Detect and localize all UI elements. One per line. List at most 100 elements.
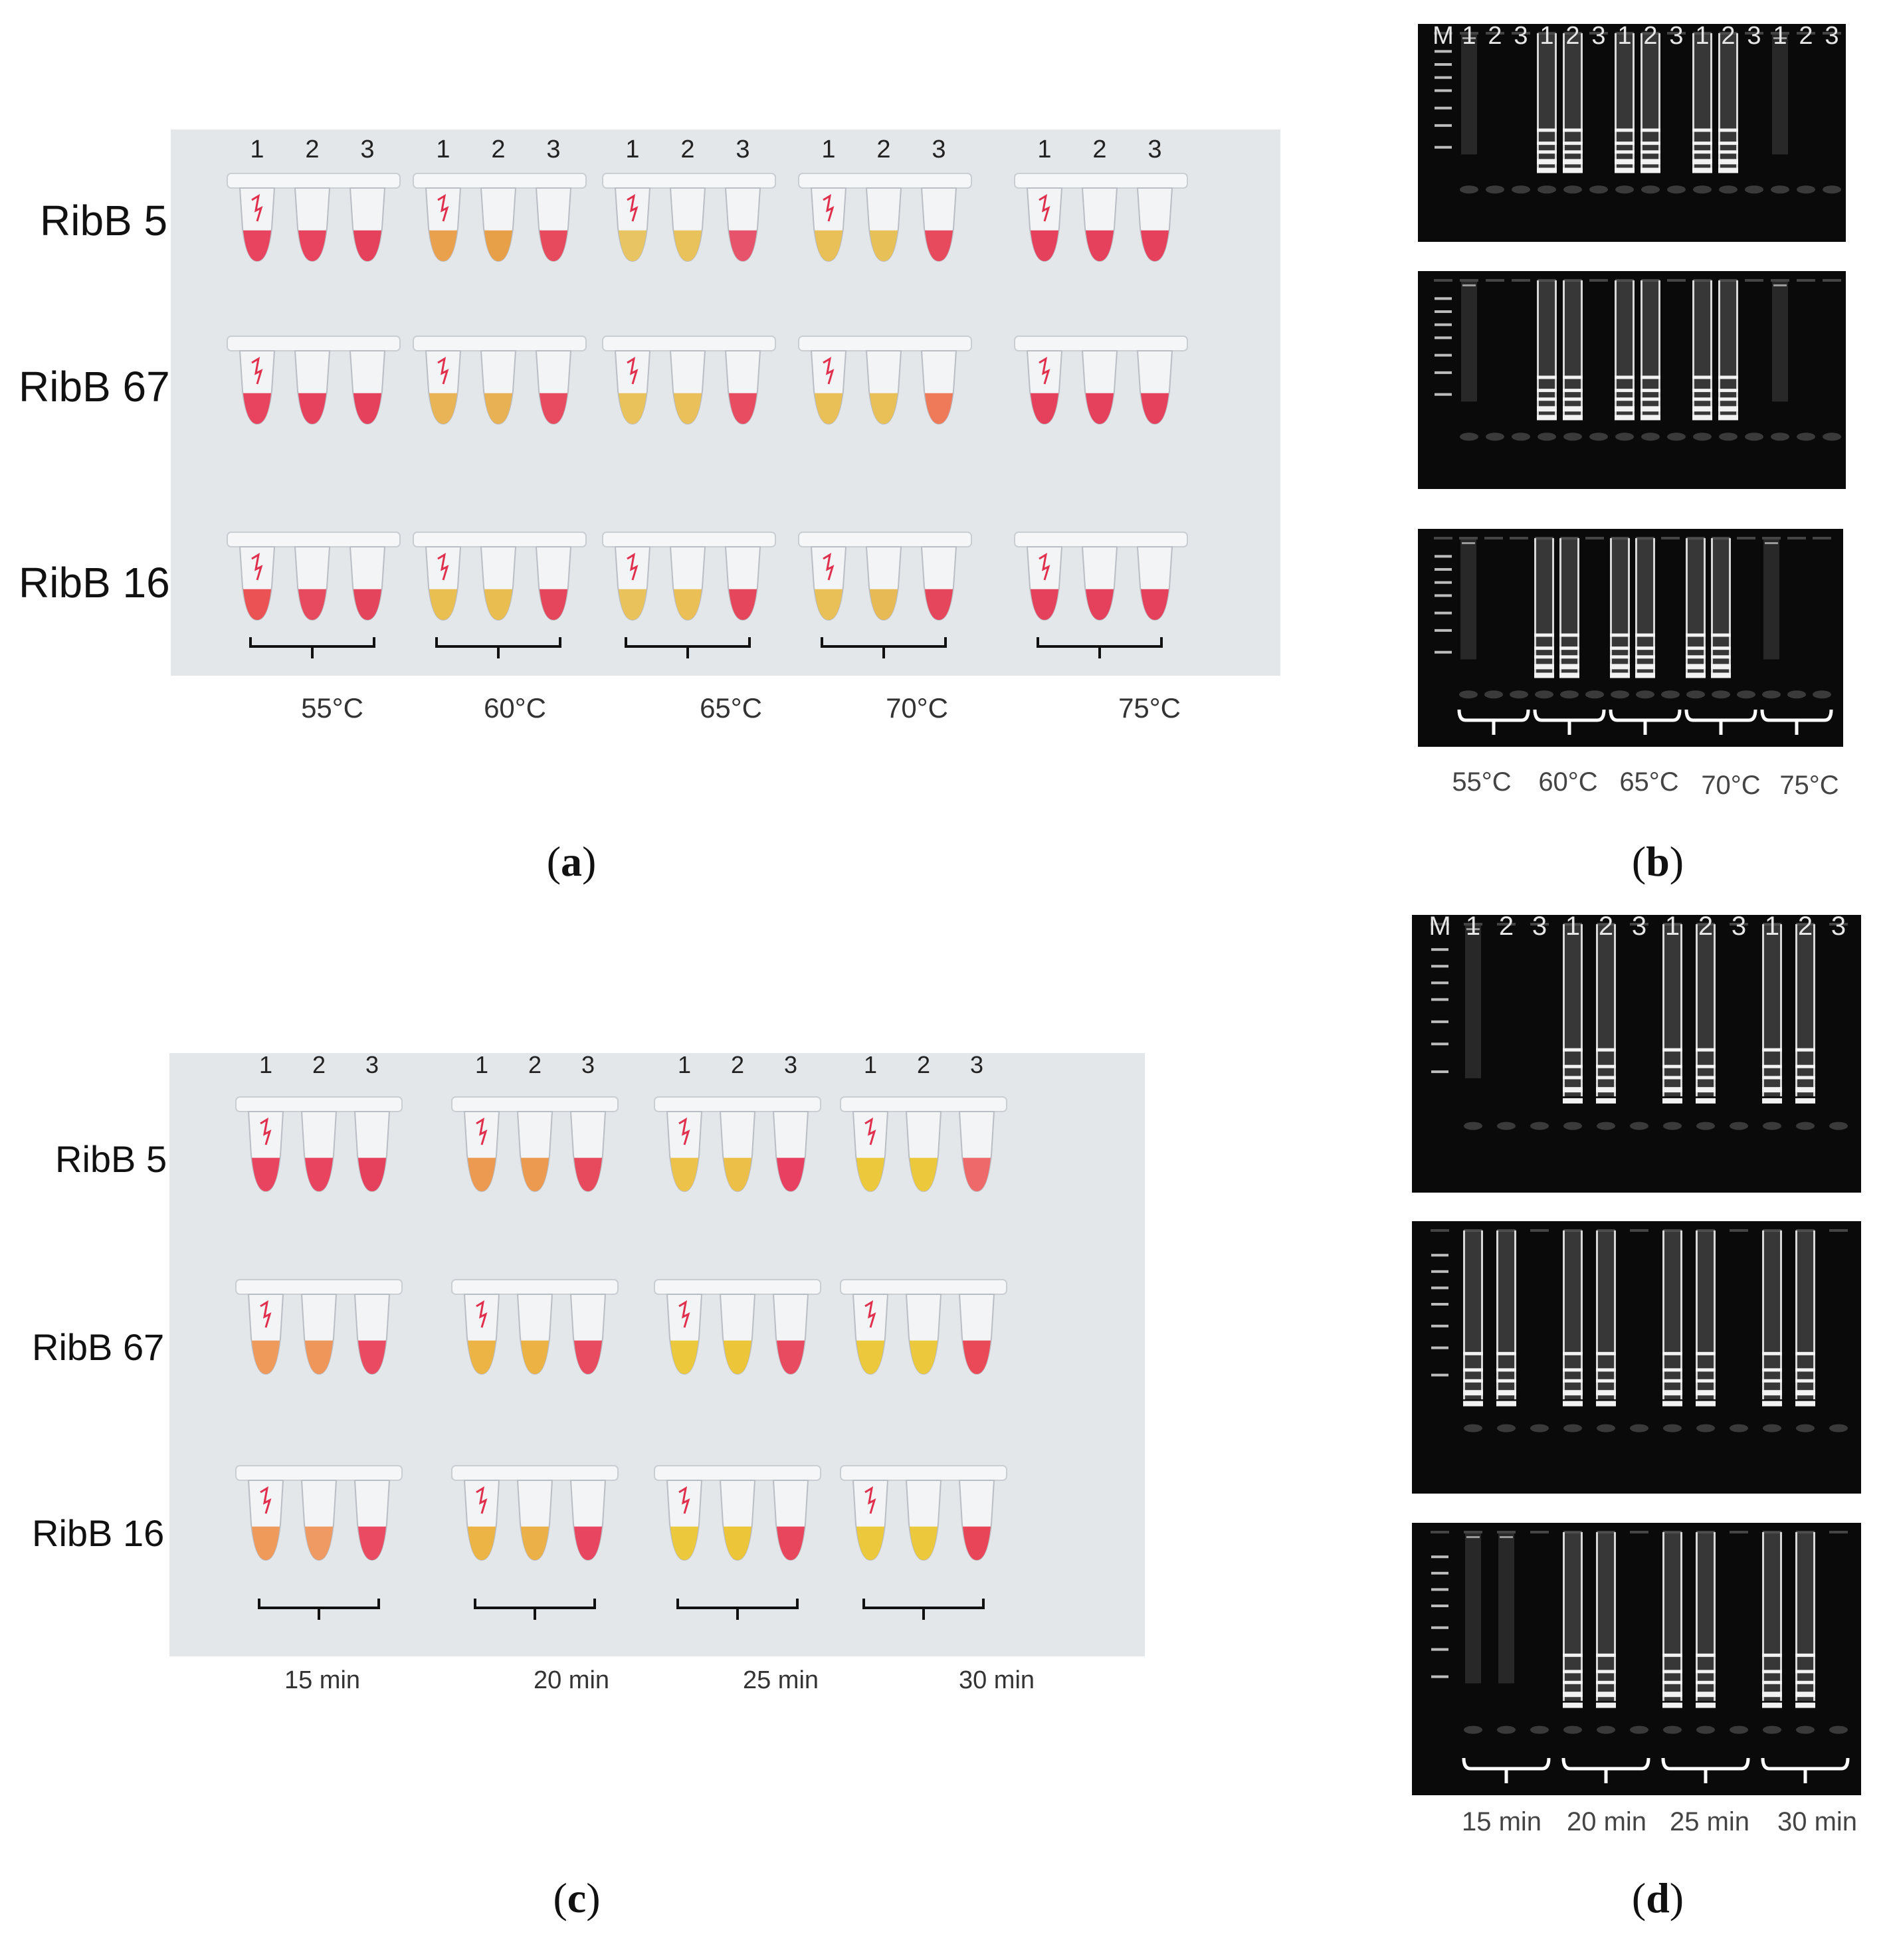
panel-a-condition-3: 65°C (700, 692, 762, 724)
tube-liquid (298, 393, 326, 424)
lamp-smear (1463, 1230, 1483, 1400)
tube-liquid (856, 1340, 884, 1374)
lamp-band (1563, 1692, 1583, 1698)
lamp-band (1711, 655, 1731, 659)
primer-dimer (1512, 185, 1530, 194)
lamp-band (1596, 1390, 1616, 1396)
lane-number: 1 (1037, 136, 1051, 163)
panel-d-condition-3: 25 min (1669, 1807, 1750, 1836)
gel-well (1797, 279, 1815, 282)
gel-well (1486, 279, 1504, 282)
gel-well (1512, 32, 1530, 35)
condition-bracket (821, 637, 947, 658)
ladder-band (1431, 1324, 1448, 1327)
lane-edge (1795, 924, 1797, 1097)
gel-lane-number: 1 (1462, 24, 1476, 50)
lamp-smear (1795, 924, 1815, 1097)
ladder-band (1431, 1588, 1448, 1591)
lane-edge (1596, 924, 1598, 1097)
tube-liquid (243, 589, 271, 620)
lane-edge (1555, 33, 1557, 169)
tube-strip-cap (1014, 532, 1188, 547)
lamp-smear (1711, 538, 1731, 674)
primer-dimer (1464, 1424, 1482, 1432)
lamp-band (1718, 375, 1738, 379)
lamp-band (1762, 1702, 1782, 1708)
primer-dimer (1667, 185, 1686, 194)
primer-dimer (1538, 185, 1556, 194)
lamp-band (1686, 633, 1706, 637)
ladder-band (1435, 89, 1452, 92)
tube-strip-cap (227, 336, 401, 351)
tube-handwriting (627, 357, 639, 385)
gel-bracket (1609, 709, 1682, 735)
lamp-band (1692, 389, 1712, 393)
lane-edge (1813, 1230, 1815, 1400)
gel-lane-number: 3 (1732, 915, 1746, 941)
gel-well (1787, 537, 1806, 539)
lamp-band (1718, 167, 1738, 173)
gel-well (1434, 279, 1452, 282)
panel-d-condition-1: 15 min (1461, 1807, 1542, 1836)
lamp-band (1559, 672, 1579, 678)
tube-liquid (815, 393, 843, 424)
gel-well (1434, 32, 1452, 35)
weak-smear (1763, 539, 1779, 660)
lamp-band (1563, 1653, 1583, 1657)
panel-c-condition-2: 20 min (533, 1666, 610, 1694)
panel-a-row-label-3: RibB 16 (19, 559, 170, 607)
tube-strip-cap (451, 1465, 619, 1481)
lamp-band (1662, 1692, 1682, 1698)
panel-c-row-label-2: RibB 67 (32, 1326, 165, 1368)
lamp-band (1537, 159, 1557, 165)
lane-edge (1795, 1230, 1797, 1400)
tube-liquid (1086, 393, 1114, 424)
ladder-band (1435, 629, 1452, 632)
gel-lane-number: 2 (1799, 24, 1813, 50)
lamp-band (1537, 128, 1557, 132)
lamp-band (1696, 1692, 1716, 1698)
lamp-band (1686, 646, 1706, 650)
lane-edge (1496, 1230, 1498, 1400)
ladder-band (1431, 965, 1448, 968)
lane-edge (1813, 1532, 1815, 1702)
gel-well (1530, 923, 1549, 926)
panel-d-condition-2: 20 min (1566, 1807, 1647, 1836)
lamp-band (1662, 1368, 1682, 1372)
panel-a-condition-2: 60°C (484, 692, 546, 724)
weak-smear (1461, 35, 1477, 155)
lane-edge (1628, 538, 1630, 674)
primer-dimer (1563, 1122, 1582, 1130)
lamp-band (1596, 1702, 1616, 1708)
tube-handwriting (627, 194, 639, 222)
gel-lane-number: 1 (1540, 24, 1553, 50)
lamp-band (1641, 159, 1660, 165)
lamp-band (1762, 1076, 1782, 1080)
lamp-band (1563, 1076, 1583, 1080)
panel-a-photo: 1 2 3 1 2 3 1 2 3 1 2 3 1 2 3 (171, 130, 1280, 676)
lamp-band (1563, 1390, 1583, 1396)
lamp-smear (1596, 924, 1616, 1097)
tube-liquid (358, 1340, 386, 1374)
lane-edge (1711, 538, 1713, 674)
lamp-smear (1615, 33, 1635, 169)
gel-lane-number: 3 (1669, 24, 1683, 50)
tube-liquid (353, 589, 381, 620)
panel-c-condition-3: 25 min (742, 1666, 819, 1694)
lamp-band (1559, 646, 1579, 650)
lamp-band (1496, 1379, 1516, 1383)
ladder-band (1435, 581, 1452, 584)
lamp-band (1615, 142, 1635, 146)
primer-dimer (1538, 433, 1556, 441)
lane-edge (1481, 1230, 1483, 1400)
primer-dimer (1829, 1424, 1848, 1432)
weak-smear (1461, 282, 1477, 402)
lane-edge (1686, 538, 1688, 674)
lamp-smear (1563, 33, 1583, 169)
panel-d-gel-2 (1412, 1221, 1861, 1494)
panel-a-row-label-1: RibB 5 (40, 197, 168, 245)
gel-lane-number: 2 (1599, 915, 1613, 941)
lane-edge (1537, 33, 1539, 169)
lamp-band (1534, 646, 1554, 650)
